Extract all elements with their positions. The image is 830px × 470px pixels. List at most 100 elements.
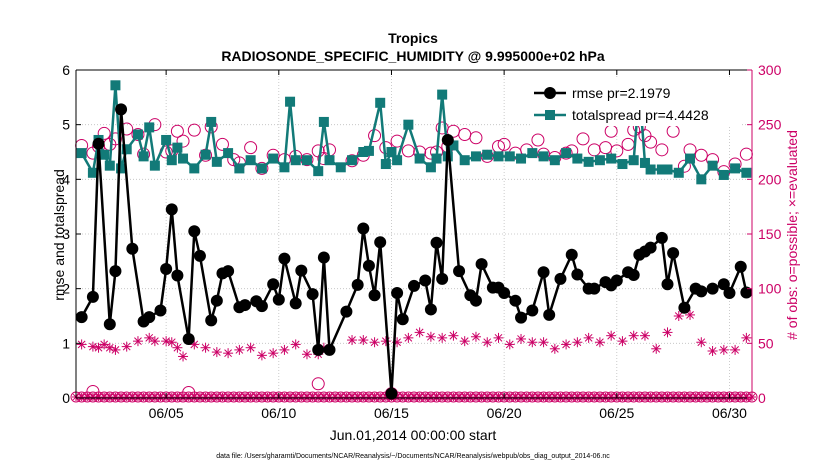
obs-evaluated-point <box>234 344 245 355</box>
rmse-point <box>588 282 601 295</box>
totalspread-point <box>448 140 459 151</box>
obs-evaluated-point <box>504 339 515 350</box>
obs-evaluated-point <box>639 330 650 341</box>
rmse-point <box>323 343 336 356</box>
obs-evaluated-point <box>606 330 617 341</box>
legend-spread-label: totalspread pr=4.4428 <box>572 107 709 123</box>
rmse-point <box>109 265 122 278</box>
totalspread-point <box>594 155 605 166</box>
totalspread-point <box>572 153 583 164</box>
rmse-point <box>171 269 184 282</box>
rmse-point <box>368 289 381 302</box>
obs-evaluated-zero-point <box>122 393 131 401</box>
obs-possible-point <box>131 128 145 142</box>
rmse-point <box>475 258 488 271</box>
totalspread-point <box>617 159 628 170</box>
obs-possible-point <box>497 137 511 151</box>
obs-evaluated-point <box>301 349 312 360</box>
totalspread-point <box>256 163 267 174</box>
totalspread-point <box>685 153 696 164</box>
totalspread-point <box>189 163 200 174</box>
totalspread-point <box>386 147 397 157</box>
obs-evaluated-point <box>730 344 741 355</box>
obs-possible-point <box>255 161 269 175</box>
obs-evaluated-zero-point <box>686 393 695 401</box>
rmse-point <box>678 301 691 314</box>
rmse-point <box>655 231 668 244</box>
totalspread-point <box>437 89 448 100</box>
rmse-point <box>115 103 128 116</box>
obs-possible-point <box>97 126 111 140</box>
totalspread-point <box>116 163 127 174</box>
totalspread-point <box>285 96 296 107</box>
totalspread-point <box>504 151 515 162</box>
legend: rmse pr=2.1979 totalspread pr=4.4428 <box>530 78 742 126</box>
rmse-point <box>430 236 443 249</box>
legend-spread-marker <box>545 110 555 120</box>
rmse-point <box>295 264 308 277</box>
rmse-point <box>565 248 578 261</box>
obs-evaluated-zero-point <box>607 393 616 401</box>
totalspread-point <box>527 148 538 159</box>
totalspread-point <box>639 157 650 168</box>
rmse-point <box>537 266 550 279</box>
totalspread-point <box>99 149 110 160</box>
rmse-point <box>143 311 156 324</box>
obs-evaluated-point <box>369 337 380 348</box>
rmse-point <box>222 265 235 278</box>
obs-evaluated-series <box>72 309 756 401</box>
rmse-point <box>453 265 466 278</box>
obs-possible-point <box>187 123 201 137</box>
rmse-point <box>661 278 674 291</box>
rmse-point <box>740 286 753 299</box>
obs-possible-point <box>401 144 415 158</box>
rmse-point <box>193 249 206 262</box>
obs-evaluated-point <box>132 336 143 347</box>
totalspread-point <box>268 153 279 164</box>
rmse-point <box>154 304 167 317</box>
rmse-point <box>391 287 404 300</box>
totalspread-point <box>324 155 335 166</box>
rmse-point <box>374 236 387 249</box>
obs-evaluated-point <box>223 348 234 359</box>
obs-possible-point <box>469 131 483 145</box>
obs-possible-point <box>244 141 258 155</box>
totalspread-point <box>313 166 324 177</box>
obs-possible-point <box>559 146 573 160</box>
obs-evaluated-zero-point <box>562 393 571 401</box>
obs-evaluated-point <box>403 332 414 343</box>
obs-possible-point <box>311 377 325 391</box>
totalspread-point <box>149 160 160 171</box>
rmse-point <box>312 343 325 356</box>
data-file-footnote: data file: /Users/gharamti/Documents/NCA… <box>216 453 610 460</box>
obs-possible-point <box>610 144 624 158</box>
rmse-point <box>239 299 251 312</box>
obs-evaluated-zero-point <box>173 393 182 401</box>
totalspread-point <box>549 155 560 166</box>
obs-evaluated-point <box>617 336 628 347</box>
obs-evaluated-zero-point <box>640 393 649 401</box>
rmse-point <box>165 203 178 216</box>
obs-evaluated-point <box>414 327 425 338</box>
obs-evaluated-point <box>549 343 560 354</box>
obs-evaluated-point <box>470 331 481 342</box>
x-tick-label: 06/15 <box>374 405 409 421</box>
rmse-point <box>255 300 268 313</box>
x-tick-label: 06/30 <box>712 405 747 421</box>
obs-possible-point <box>677 159 691 173</box>
obs-evaluated-point <box>268 348 279 359</box>
totalspread-point <box>290 155 301 166</box>
rmse-point <box>86 290 99 303</box>
y-left-tick-label: 1 <box>62 335 70 351</box>
obs-evaluated-point <box>572 337 583 348</box>
obs-evaluated-point <box>696 337 707 348</box>
obs-evaluated-point <box>99 339 110 350</box>
rmse-point <box>498 287 511 300</box>
rmse-point <box>554 272 567 285</box>
rmse-point <box>160 262 173 275</box>
rmse-point <box>126 242 139 255</box>
rmse-point <box>571 268 584 281</box>
rmse-point <box>436 272 449 285</box>
totalspread-point <box>132 129 143 140</box>
totalspread-point <box>392 155 403 166</box>
